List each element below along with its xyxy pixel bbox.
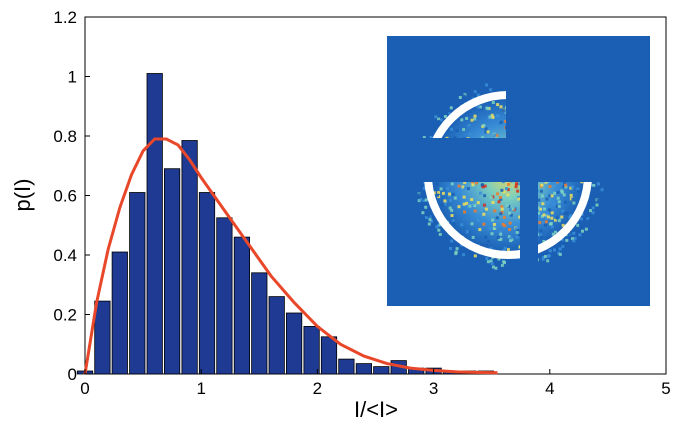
y-tick-label: 0.6 <box>53 187 77 206</box>
bar <box>181 140 198 375</box>
bar <box>233 236 250 375</box>
fit-curve <box>83 137 498 375</box>
bar <box>355 363 373 375</box>
bar <box>163 168 181 375</box>
x-tick-label: 0 <box>80 379 89 398</box>
bar <box>320 336 338 375</box>
bar <box>94 300 111 375</box>
speckle-inset-image <box>387 36 650 306</box>
bar <box>129 192 146 375</box>
bar <box>216 217 233 375</box>
x-tick-label: 4 <box>545 379 554 398</box>
bar <box>268 296 285 375</box>
y-axis-label: p(I) <box>10 179 35 212</box>
x-tick-label: 2 <box>313 379 322 398</box>
bar <box>303 325 320 375</box>
bar <box>198 192 216 375</box>
y-tick-label: 0.8 <box>53 127 77 146</box>
bar <box>338 358 355 375</box>
y-axis-ticks: 0 0.2 0.4 0.6 0.8 1 1.2 <box>53 8 90 384</box>
x-axis-label: I/<I> <box>354 397 398 422</box>
bar <box>146 73 163 375</box>
x-tick-label: 3 <box>429 379 438 398</box>
bar <box>285 312 303 375</box>
bar <box>111 251 128 375</box>
y-tick-label: 0.4 <box>53 246 77 265</box>
y-tick-label: 0.2 <box>53 306 77 325</box>
y-tick-label: 1.2 <box>53 8 77 27</box>
x-tick-label: 1 <box>196 379 205 398</box>
bar <box>251 272 268 375</box>
histogram-bars <box>76 73 495 375</box>
x-tick-label: 5 <box>661 379 670 398</box>
bar <box>373 366 390 375</box>
y-tick-label: 0 <box>68 365 77 384</box>
x-axis-ticks: 0 1 2 3 4 5 <box>80 369 671 398</box>
y-tick-label: 1 <box>68 68 77 87</box>
